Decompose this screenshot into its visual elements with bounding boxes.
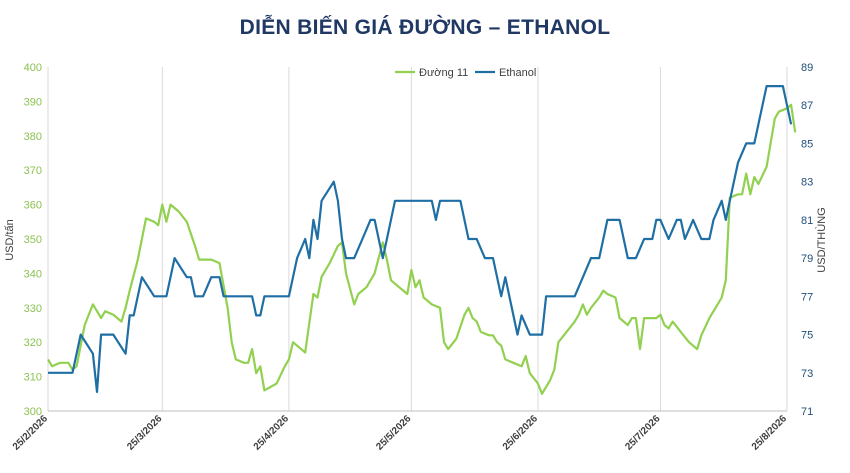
y-left-tick-label: 330 [24, 303, 42, 315]
x-tick-label: 25/4/2026 [252, 413, 292, 453]
x-tick-label: 25/3/2026 [125, 413, 165, 453]
grid-lines [47, 67, 788, 412]
y-right-tick-label: 71 [801, 406, 813, 418]
legend-item: Ethanol [475, 67, 536, 79]
y-axis-right-label: USD/THÙNG [815, 207, 828, 272]
y-right-tick-label: 85 [801, 138, 813, 150]
series-lines [47, 84, 797, 395]
x-tick-label: 25/8/2026 [750, 413, 790, 453]
x-tick-label: 25/7/2026 [623, 413, 663, 453]
x-tick-label: 25/2/2026 [11, 413, 51, 453]
y-left-tick-label: 340 [24, 268, 42, 280]
y-left-tick-label: 310 [24, 372, 42, 384]
y-left-tick-label: 380 [24, 131, 42, 143]
y-axis-left-label: USD/tấn [4, 219, 16, 261]
y-left-tick-label: 390 [24, 96, 42, 108]
y-right-tick-label: 79 [801, 253, 813, 265]
y-left-tick-label: 370 [24, 165, 42, 177]
x-tick-label: 25/5/2026 [374, 413, 414, 453]
y-right-tick-label: 81 [801, 215, 813, 227]
y-right-tick-label: 77 [801, 291, 813, 303]
y-right-tick-label: 89 [801, 62, 813, 74]
y-right-tick-label: 75 [801, 330, 813, 342]
y-left-tick-label: 360 [24, 200, 42, 212]
legend-label: Ethanol [499, 67, 536, 79]
y-left-tick-label: 320 [24, 337, 42, 349]
x-tick-label: 25/6/2026 [501, 413, 541, 453]
legend-label: Đường 11 [419, 67, 468, 79]
legend-item: Đường 11 [395, 67, 468, 79]
y-left-tick-label: 300 [24, 406, 42, 418]
y-left-tick-label: 400 [24, 62, 42, 74]
right-axis-ticks: 71 73 75 77 79 81 83 85 87 89 [801, 62, 813, 418]
y-right-tick-label: 87 [801, 100, 813, 112]
x-axis-ticks: 25/2/2026 25/3/2026 25/4/2026 25/5/2026 25/6… [11, 413, 790, 453]
y-left-tick-label: 350 [24, 234, 42, 246]
chart-title: DIỄN BIẾN GIÁ ĐƯỜNG – ETHANOL [239, 16, 611, 39]
legend: Đường 11 Ethanol [395, 67, 536, 79]
series-line-ethanol [48, 84, 793, 393]
series-line-duong-11 [47, 103, 797, 395]
left-axis-ticks: 300 310 320 330 340 350 360 370 380 390 400 [24, 62, 42, 418]
y-right-tick-label: 83 [801, 177, 813, 189]
y-right-tick-label: 73 [801, 368, 813, 380]
